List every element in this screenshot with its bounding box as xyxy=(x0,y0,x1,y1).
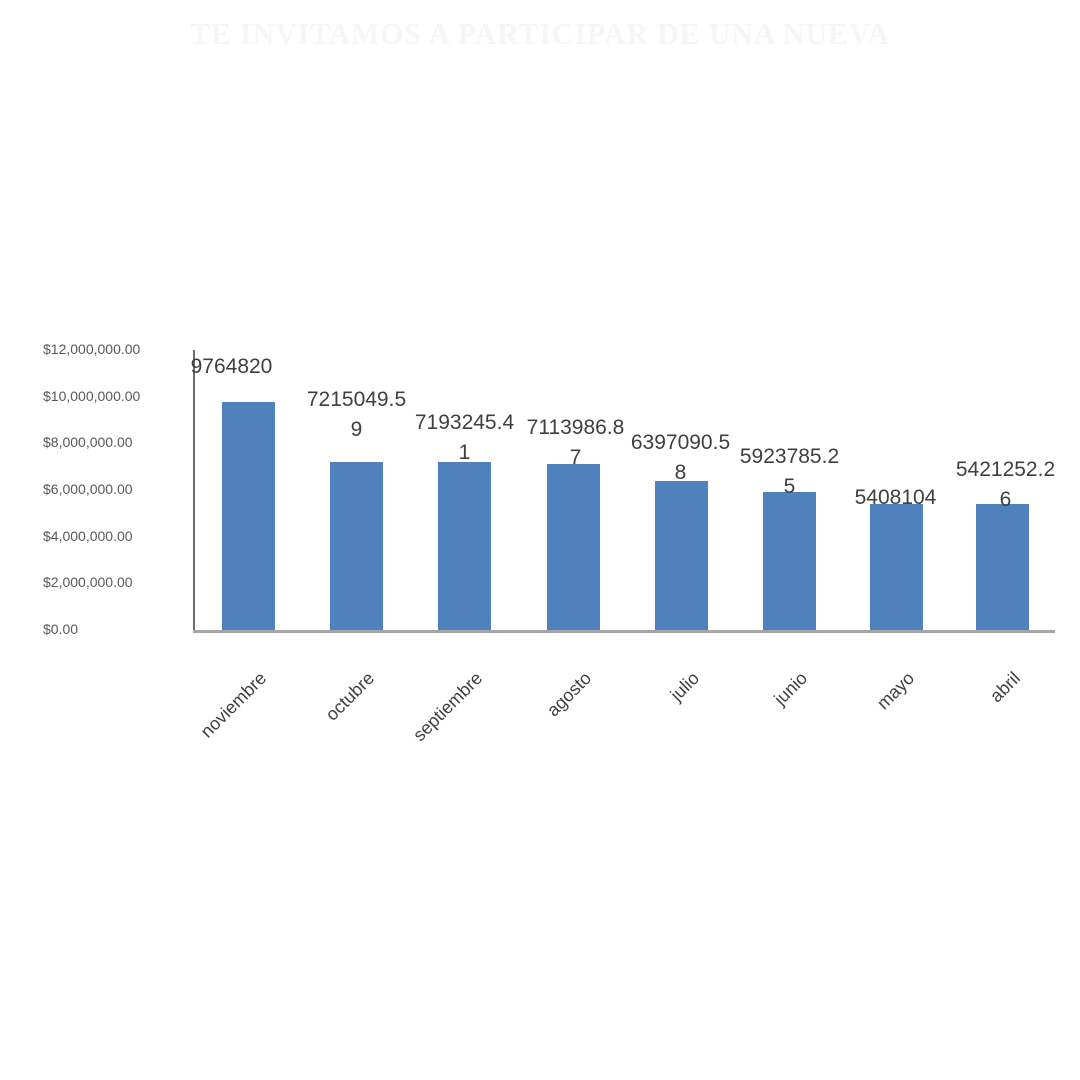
data-label-julio: 6397090.5 8 xyxy=(616,428,746,488)
x-axis-label-abril: abril xyxy=(986,668,1025,707)
data-label-line: 7215049.5 xyxy=(306,388,407,411)
data-label-line: 7 xyxy=(569,446,582,469)
bar-abril xyxy=(976,503,1029,630)
page-title: TE INVITAMOS A PARTICIPAR DE UNA NUEVA xyxy=(190,16,890,51)
y-axis-tick-label: $6,000,000.00 xyxy=(43,481,133,497)
data-label-line: 7113986.8 xyxy=(526,416,625,439)
x-axis-label-junio: junio xyxy=(770,668,812,710)
data-label-septiembre: 7193245.4 1 xyxy=(400,408,530,468)
data-label-line: 1 xyxy=(458,441,471,464)
bar-julio xyxy=(655,480,708,630)
bar-mayo xyxy=(870,503,923,630)
bar-agosto xyxy=(547,464,600,630)
data-label-abril: 5421252.2 6 xyxy=(941,455,1071,515)
data-label-line: 5 xyxy=(783,475,796,498)
y-axis-tick-label: $2,000,000.00 xyxy=(43,574,133,591)
y-axis-tick-label: $0.00 xyxy=(43,621,79,637)
y-axis-line xyxy=(193,350,195,632)
x-axis-label-mayo: mayo xyxy=(873,668,919,714)
data-label-line: 9 xyxy=(350,418,363,441)
x-axis-label-octubre: octubre xyxy=(322,668,379,725)
data-label-junio: 5923785.2 5 xyxy=(725,442,855,502)
bar-junio xyxy=(763,491,816,630)
data-label-agosto: 7113986.8 7 xyxy=(511,413,641,473)
x-axis-label-agosto: agosto xyxy=(543,668,596,721)
data-label-line: 5923785.2 xyxy=(739,445,840,468)
data-label-noviembre: 9764820 xyxy=(167,352,297,382)
x-axis-label-septiembre: septiembre xyxy=(409,668,487,746)
x-axis-label-noviembre: noviembre xyxy=(197,668,271,742)
data-label-line: 5421252.2 xyxy=(955,458,1056,481)
data-label-line: 6397090.5 xyxy=(630,431,731,454)
data-label-line: 6 xyxy=(999,488,1012,511)
x-axis-line xyxy=(193,630,1055,633)
y-axis-tick-label: $10,000,000.00 xyxy=(43,387,141,404)
data-label-line: 8 xyxy=(674,461,687,484)
data-label-octubre: 7215049.5 9 xyxy=(292,385,422,445)
bar-octubre xyxy=(330,461,383,630)
data-label-line: 7193245.4 xyxy=(414,411,515,434)
data-label-mayo: 5408104 xyxy=(831,483,961,513)
data-label-line: 5408104 xyxy=(854,486,937,509)
data-label-line: 9764820 xyxy=(190,355,273,378)
y-axis-tick-label: $8,000,000.00 xyxy=(43,434,133,451)
bar-septiembre xyxy=(438,462,491,630)
x-axis-label-julio: julio xyxy=(666,668,704,705)
bar-noviembre xyxy=(222,402,275,630)
y-axis-tick-label: $4,000,000.00 xyxy=(43,527,133,544)
y-axis-tick-label: $12,000,000.00 xyxy=(43,341,141,357)
